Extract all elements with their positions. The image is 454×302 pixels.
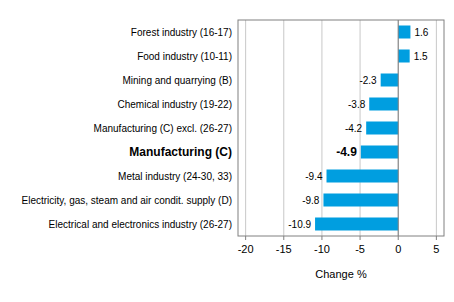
tick-label: -5 bbox=[355, 243, 365, 255]
category-label: Chemical industry (19-22) bbox=[118, 99, 233, 110]
tick-mark bbox=[360, 236, 361, 240]
bar bbox=[327, 170, 399, 183]
plot-frame bbox=[238, 20, 444, 236]
tick-mark bbox=[321, 236, 322, 240]
tick-mark bbox=[436, 236, 437, 240]
tick-label: 0 bbox=[395, 243, 401, 255]
bar bbox=[315, 218, 398, 231]
data-label: -4.9 bbox=[336, 145, 357, 159]
tick-label: -20 bbox=[238, 243, 254, 255]
grid-line bbox=[436, 20, 437, 236]
grid-line bbox=[398, 20, 399, 236]
category-label: Mining and quarrying (B) bbox=[123, 75, 233, 86]
tick-label: -10 bbox=[314, 243, 330, 255]
tick-mark bbox=[283, 236, 284, 240]
tick-mark bbox=[245, 236, 246, 240]
data-label: -4.2 bbox=[345, 123, 363, 134]
axis-title: Change % bbox=[315, 268, 367, 280]
category-label: Electricity, gas, steam and air condit. … bbox=[22, 195, 232, 206]
tick-mark bbox=[398, 236, 399, 240]
bar bbox=[323, 194, 398, 207]
data-label: -2.3 bbox=[359, 75, 377, 86]
category-label: Electrical and electronics industry (26-… bbox=[49, 219, 232, 230]
bar bbox=[398, 50, 409, 63]
bar bbox=[361, 146, 398, 159]
bar bbox=[366, 122, 398, 135]
zero-line bbox=[398, 20, 399, 236]
bar bbox=[398, 26, 410, 39]
bar bbox=[369, 98, 398, 111]
data-label: 1.5 bbox=[414, 51, 428, 62]
data-label: 1.6 bbox=[414, 27, 428, 38]
data-label: -9.4 bbox=[305, 171, 323, 182]
category-label: Manufacturing (C) bbox=[129, 145, 232, 159]
data-label: -10.9 bbox=[288, 219, 311, 230]
category-label: Metal industry (24-30, 33) bbox=[118, 171, 232, 182]
category-label: Manufacturing (C) excl. (26-27) bbox=[94, 123, 232, 134]
data-label: -9.8 bbox=[302, 195, 320, 206]
category-label: Forest industry (16-17) bbox=[131, 27, 232, 38]
tick-label: -15 bbox=[276, 243, 292, 255]
data-label: -3.8 bbox=[348, 99, 366, 110]
category-label: Food industry (10-11) bbox=[137, 51, 232, 62]
bars bbox=[315, 26, 410, 231]
tick-label: 5 bbox=[433, 243, 439, 255]
chart: 1.6 1.5 -2.3 -3.8 -4.2 -4.9 -9.4 -9.8 -10.9 Fores… bbox=[0, 0, 454, 302]
grid-line bbox=[283, 20, 284, 236]
bar bbox=[381, 74, 399, 87]
grid-line bbox=[321, 20, 322, 236]
grid-line bbox=[245, 20, 246, 236]
